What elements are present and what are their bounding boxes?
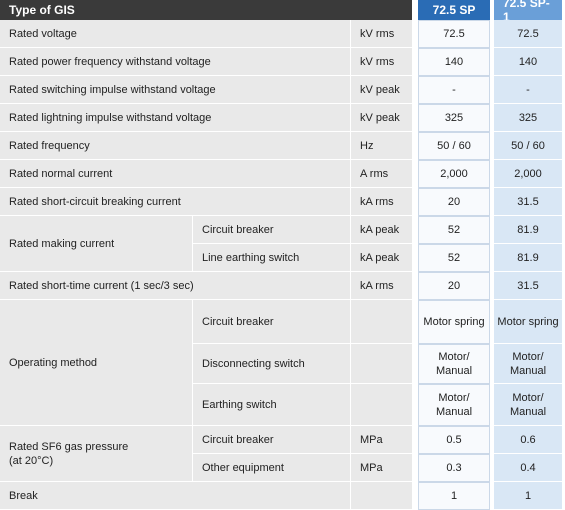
value: Motor/ Manual xyxy=(418,384,490,426)
value: 50 / 60 xyxy=(494,132,562,159)
group-note: (at 20°C) xyxy=(9,454,54,467)
row-label: Rated lightning impulse withstand voltag… xyxy=(0,104,350,131)
value: 0.4 xyxy=(494,454,562,481)
row-label: Circuit breaker xyxy=(193,300,350,343)
group-label: Rated making current xyxy=(0,216,192,271)
unit: MPa xyxy=(351,426,412,453)
value: Motor spring xyxy=(494,300,562,343)
row-label: Disconnecting switch xyxy=(193,344,350,383)
value: 81.9 xyxy=(494,244,562,271)
unit: kA rms xyxy=(351,188,412,215)
unit: kV rms xyxy=(351,48,412,75)
value: 140 xyxy=(418,48,490,76)
group-title: Rated SF6 gas pressure xyxy=(9,440,129,453)
value: 0.5 xyxy=(418,426,490,454)
value: 1 xyxy=(494,482,562,509)
unit: kV peak xyxy=(351,104,412,131)
value: 2,000 xyxy=(494,160,562,187)
value: 20 xyxy=(418,188,490,216)
value: 31.5 xyxy=(494,188,562,215)
value: Motor/ Manual xyxy=(494,344,562,383)
table-title: Type of GIS xyxy=(0,0,412,20)
value: 2,000 xyxy=(418,160,490,188)
value: 140 xyxy=(494,48,562,75)
row-label: Line earthing switch xyxy=(193,244,350,271)
row-label: Rated voltage xyxy=(0,20,350,47)
unit: kA peak xyxy=(351,216,412,243)
column-header: 72.5 SP-1 xyxy=(494,0,562,24)
unit xyxy=(351,344,412,383)
value: 325 xyxy=(494,104,562,131)
value: - xyxy=(494,76,562,103)
value: 72.5 xyxy=(418,20,490,48)
row-label: Rated frequency xyxy=(0,132,350,159)
value: Motor/ Manual xyxy=(418,344,490,384)
unit: Hz xyxy=(351,132,412,159)
value: 20 xyxy=(418,272,490,300)
group-title: Rated making current xyxy=(9,237,115,250)
row-label: Rated switching impulse withstand voltag… xyxy=(0,76,350,103)
unit xyxy=(351,384,412,425)
value: 31.5 xyxy=(494,272,562,299)
unit: kA peak xyxy=(351,244,412,271)
group-title: Operating method xyxy=(9,356,98,369)
value: 81.9 xyxy=(494,216,562,243)
row-label: Break xyxy=(0,482,350,509)
unit: kV rms xyxy=(351,20,412,47)
row-label: Rated short-time current (1 sec/3 sec) xyxy=(0,272,350,299)
group-label: Operating method xyxy=(0,300,192,425)
unit: MPa xyxy=(351,454,412,481)
unit xyxy=(351,482,412,509)
value: 50 / 60 xyxy=(418,132,490,160)
value: Motor spring xyxy=(418,300,490,344)
value: 0.6 xyxy=(494,426,562,453)
row-label: Other equipment xyxy=(193,454,350,481)
row-label: Rated power frequency withstand voltage xyxy=(0,48,350,75)
unit: kA rms xyxy=(351,272,412,299)
value: 0.3 xyxy=(418,454,490,482)
group-label: Rated SF6 gas pressure (at 20°C) xyxy=(0,426,192,481)
row-label: Circuit breaker xyxy=(193,426,350,453)
value: - xyxy=(418,76,490,104)
unit: kV peak xyxy=(351,76,412,103)
value: 325 xyxy=(418,104,490,132)
row-label: Rated short-circuit breaking current xyxy=(0,188,350,215)
row-label: Earthing switch xyxy=(193,384,350,425)
column-header: 72.5 SP xyxy=(418,0,490,20)
value: 52 xyxy=(418,216,490,244)
value: Motor/ Manual xyxy=(494,384,562,425)
unit: A rms xyxy=(351,160,412,187)
row-label: Circuit breaker xyxy=(193,216,350,243)
value: 72.5 xyxy=(494,20,562,47)
row-label: Rated normal current xyxy=(0,160,350,187)
value: 1 xyxy=(418,482,490,510)
unit xyxy=(351,300,412,343)
value: 52 xyxy=(418,244,490,272)
